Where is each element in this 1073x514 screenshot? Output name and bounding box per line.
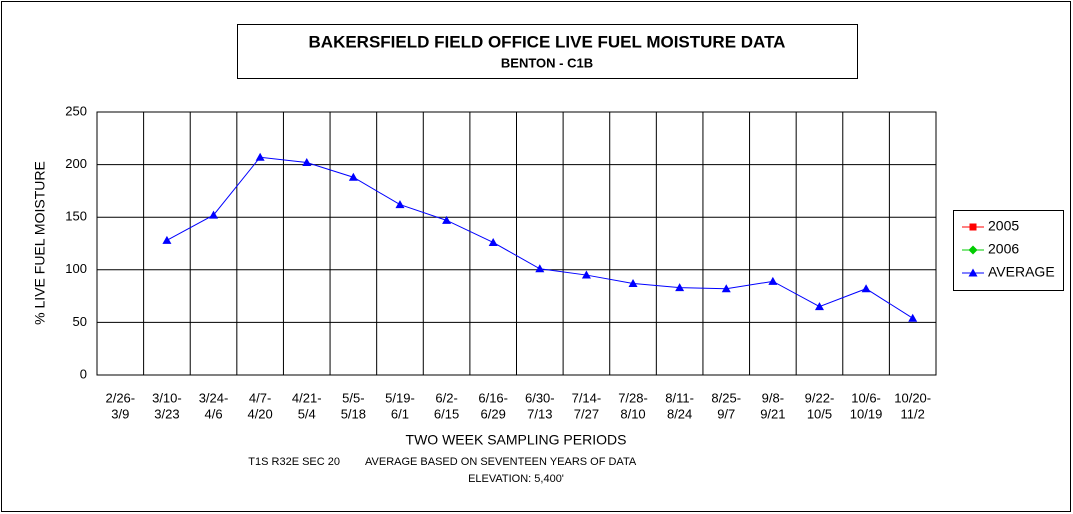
marker xyxy=(768,276,778,285)
marker xyxy=(162,235,172,244)
chart-subtitle: BENTON - C1B xyxy=(501,55,593,70)
x-tick-label: 4/20 xyxy=(247,406,272,421)
y-tick-label: 200 xyxy=(65,156,87,171)
legend-label: 2006 xyxy=(988,241,1019,257)
x-tick-label: 5/19- xyxy=(385,390,415,405)
note: ELEVATION: 5,400' xyxy=(468,473,564,485)
x-tick-label: 7/13 xyxy=(527,406,552,421)
x-tick-label: 10/20- xyxy=(894,390,931,405)
marker xyxy=(395,200,405,209)
x-tick-label: 2/26- xyxy=(105,390,135,405)
x-tick-label: 6/15 xyxy=(434,406,459,421)
title-box xyxy=(237,24,858,79)
marker xyxy=(968,268,978,277)
x-tick-label: 8/11- xyxy=(665,390,694,405)
x-tick-label: 5/5- xyxy=(342,390,364,405)
legend-label: 2005 xyxy=(988,218,1019,234)
x-tick-label: 10/6- xyxy=(851,390,881,405)
chart-title: BAKERSFIELD FIELD OFFICE LIVE FUEL MOIST… xyxy=(309,32,786,51)
note: T1S R32E SEC 20 xyxy=(248,456,340,468)
y-tick-label: 100 xyxy=(65,261,87,276)
marker xyxy=(348,172,358,181)
x-tick-label: 3/10- xyxy=(152,390,182,405)
marker xyxy=(675,283,685,292)
y-tick-label: 150 xyxy=(65,209,87,224)
marker xyxy=(861,284,871,293)
marker xyxy=(488,237,498,246)
marker xyxy=(814,302,824,311)
marker xyxy=(628,278,638,287)
legend-label: AVERAGE xyxy=(988,264,1055,280)
x-tick-label: 7/27 xyxy=(574,406,599,421)
marker xyxy=(721,284,731,293)
x-tick-label: 5/4 xyxy=(298,406,316,421)
x-tick-label: 9/8- xyxy=(762,390,784,405)
y-tick-label: 250 xyxy=(65,103,87,118)
x-tick-label: 9/21 xyxy=(760,406,785,421)
x-tick-label: 7/14- xyxy=(572,390,602,405)
x-tick-label: 3/9 xyxy=(111,406,129,421)
x-tick-label: 8/10 xyxy=(620,406,645,421)
marker xyxy=(969,223,977,231)
marker xyxy=(442,215,452,224)
x-tick-label: 4/7- xyxy=(249,390,271,405)
x-tick-label: 3/24- xyxy=(199,390,229,405)
x-tick-label: 7/28- xyxy=(618,390,648,405)
marker xyxy=(581,270,591,279)
y-tick-label: 0 xyxy=(80,366,87,381)
x-axis-title: TWO WEEK SAMPLING PERIODS xyxy=(406,432,627,448)
x-tick-label: 6/16- xyxy=(478,390,508,405)
x-tick-label: 6/2- xyxy=(435,390,457,405)
x-tick-label: 9/7 xyxy=(717,406,735,421)
marker xyxy=(908,313,918,322)
x-tick-label: 6/29 xyxy=(481,406,506,421)
x-tick-label: 5/18 xyxy=(341,406,366,421)
x-tick-label: 3/23 xyxy=(154,406,179,421)
marker xyxy=(535,264,545,273)
x-tick-label: 4/21- xyxy=(292,390,322,405)
x-tick-label: 6/30- xyxy=(525,390,555,405)
x-tick-label: 9/22- xyxy=(805,390,835,405)
note: AVERAGE BASED ON SEVENTEEN YEARS OF DATA xyxy=(365,456,637,468)
marker xyxy=(255,152,265,161)
y-tick-label: 50 xyxy=(73,314,87,329)
x-tick-label: 6/1 xyxy=(391,406,409,421)
x-tick-label: 4/6 xyxy=(204,406,222,421)
marker xyxy=(302,157,312,166)
marker xyxy=(209,210,219,219)
marker xyxy=(968,245,978,255)
x-tick-label: 10/5 xyxy=(807,406,832,421)
x-tick-label: 8/24 xyxy=(667,406,692,421)
x-tick-label: 11/2 xyxy=(901,406,925,421)
x-tick-label: 10/19 xyxy=(850,406,883,421)
y-axis-title: % LIVE FUEL MOISTURE xyxy=(32,161,48,325)
x-tick-label: 8/25- xyxy=(711,390,741,405)
